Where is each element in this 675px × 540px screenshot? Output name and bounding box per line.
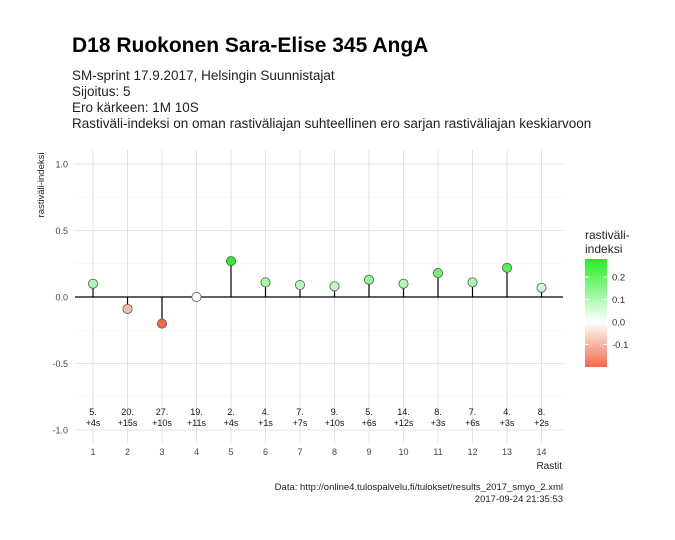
rank-label: 5.: [89, 407, 97, 417]
rank-label: 14.: [397, 407, 410, 417]
y-tick-label: 1.0: [55, 160, 68, 170]
legend-tick-label: 0.2: [612, 273, 625, 284]
diff-label: +7s: [293, 418, 308, 428]
y-tick-label: 0.5: [55, 226, 68, 236]
lollipop-point: [122, 303, 133, 314]
data-source-caption: Data: http://online4.tulospalvelu.fi/tul…: [274, 482, 563, 493]
rank-label: 9.: [331, 407, 339, 417]
x-tick-label: 14: [536, 447, 546, 457]
diff-label: +10s: [152, 418, 172, 428]
lollipop-point: [536, 282, 547, 293]
subtitle-description: Rastiväli-indeksi on oman rastiväliajan …: [72, 116, 592, 131]
rank-label: 4.: [503, 407, 511, 417]
lollipop-point: [432, 268, 443, 279]
legend-tick-label: -0.1: [612, 340, 628, 351]
rank-label: 27.: [156, 407, 169, 417]
rank-label: 8.: [538, 407, 546, 417]
x-tick-label: 8: [332, 447, 337, 457]
rank-label: 19.: [190, 407, 203, 417]
x-tick-label: 10: [398, 447, 408, 457]
diff-label: +11s: [187, 418, 207, 428]
lollipop-point: [88, 278, 99, 289]
x-tick-label: 4: [194, 447, 199, 457]
diff-label: +3s: [500, 418, 515, 428]
y-tick-label: -0.5: [52, 359, 68, 369]
lollipop-point: [191, 291, 202, 302]
x-tick-label: 1: [90, 447, 95, 457]
lollipop-point: [156, 318, 167, 329]
lollipop-point: [294, 280, 305, 291]
x-tick-label: 5: [228, 447, 233, 457]
diff-label: +10s: [325, 418, 345, 428]
diff-label: +4s: [224, 418, 239, 428]
rank-label: 5.: [365, 407, 373, 417]
lollipop-point: [329, 281, 340, 292]
rank-label: 2.: [227, 407, 235, 417]
x-tick-label: 7: [297, 447, 302, 457]
x-tick-label: 13: [502, 447, 512, 457]
x-tick-label: 6: [263, 447, 268, 457]
rank-label: 7.: [469, 407, 477, 417]
diff-label: +12s: [394, 418, 414, 428]
timestamp-caption: 2017-09-24 21:35:53: [474, 494, 563, 505]
y-tick-label: -1.0: [52, 426, 68, 436]
diff-label: +2s: [534, 418, 549, 428]
diff-label: +15s: [118, 418, 138, 428]
color-legend: rastiväli- indeksi 0.2 0.1 0.0 -0.1: [585, 228, 630, 367]
legend-color-bar: [585, 259, 607, 367]
diff-label: +3s: [431, 418, 446, 428]
lollipop-point: [363, 274, 374, 285]
rank-label: 8.: [434, 407, 442, 417]
subtitle-gap: Ero kärkeen: 1M 10S: [72, 100, 199, 115]
lollipop-point: [398, 278, 409, 289]
rank-label: 20.: [121, 407, 134, 417]
x-tick-label: 2: [125, 447, 130, 457]
x-tick-label: 11: [433, 447, 442, 457]
subtitle-event: SM-sprint 17.9.2017, Helsingin Suunnista…: [72, 68, 335, 83]
y-tick-label: 0.0: [55, 293, 68, 303]
x-tick-label: 3: [159, 447, 164, 457]
legend-tick-label: 0.1: [612, 295, 625, 306]
lollipop-point: [501, 262, 512, 273]
rank-label: 7.: [296, 407, 304, 417]
rank-label: 4.: [262, 407, 270, 417]
x-tick-label: 9: [366, 447, 371, 457]
lollipop-point: [225, 256, 236, 267]
legend-tick-label: 0.0: [612, 318, 625, 329]
chart-title: D18 Ruokonen Sara-Elise 345 AngA: [72, 34, 429, 57]
legend-title-line1: rastiväli-: [585, 228, 630, 242]
x-tick-label: 12: [467, 447, 477, 457]
legend-title-line2: indeksi: [585, 242, 622, 256]
diff-label: +4s: [86, 418, 101, 428]
diff-label: +6s: [465, 418, 480, 428]
diff-label: +6s: [362, 418, 377, 428]
y-axis-label: rastiväli-indeksi: [36, 153, 47, 218]
subtitle-rank: Sijoitus: 5: [72, 84, 131, 99]
lollipop-point: [467, 277, 478, 288]
diff-label: +1s: [258, 418, 273, 428]
lollipop-point: [260, 277, 271, 288]
x-axis-label: Rastit: [536, 461, 562, 472]
